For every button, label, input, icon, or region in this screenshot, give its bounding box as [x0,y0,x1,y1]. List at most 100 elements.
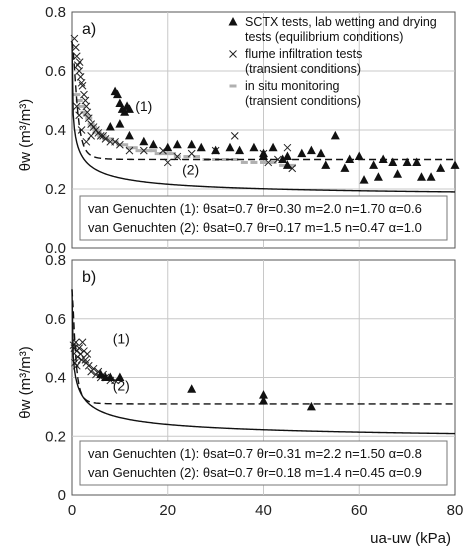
cross-point [125,146,134,155]
cross-point [101,134,110,143]
cross-point [87,132,96,140]
dash-point [269,160,277,164]
cross-stroke [229,50,237,58]
cross-stroke [81,356,90,364]
x-tick-label: 60 [351,502,368,519]
dash-point [192,155,200,159]
panel-b: 0 0.2 0.4 0.6 0.8 0 20 40 60 80 θw (m³/m³) b) (1) (2)… [17,252,463,547]
triangle-point [330,130,340,140]
cross-point [80,90,88,99]
cross-point [96,132,105,140]
dash-point [183,155,191,159]
triangle-point [115,372,125,381]
curve-label: (2) [113,378,130,394]
cross-point [111,137,119,146]
cross-point [116,140,124,149]
triangle-point [345,154,355,163]
y-tick-label: 0 [58,487,66,504]
triangle-point [282,160,292,169]
dash-point [106,137,114,141]
y-tick-label: 0.8 [45,4,66,21]
x-tick-label: 20 [159,502,176,519]
dash-point [75,99,83,102]
triangle-point [96,369,106,379]
triangle-point [163,142,173,152]
parameter-line: van Genuchten (1): θsat=0.7 θr=0.31 m=2.… [88,446,422,461]
dash-point [164,152,172,156]
cross-stroke [94,367,103,376]
triangle-point [259,151,268,161]
dash-point [135,149,143,153]
dash-point [145,149,153,153]
cross-point [82,137,91,146]
cross-stroke [70,34,79,43]
dash-point [130,146,138,150]
triangle-point [354,151,364,161]
cross-point [72,102,81,111]
cross-stroke [87,132,96,140]
triangle-point [259,390,268,399]
legend-label: tests (equilibrium conditions) [245,30,403,44]
cross-point [83,108,92,117]
van-genuchten-curve-1 [71,41,455,161]
y-tick-label: 0.2 [45,181,66,198]
legend-cross-icon [229,50,237,58]
cross-point [84,361,93,370]
cross-stroke [71,43,80,52]
cross-stroke [82,137,91,146]
dash-point [260,160,267,164]
cross-stroke [72,102,81,111]
dash-point [73,93,81,97]
cross-point [187,149,196,158]
curve-label: (2) [182,161,199,177]
dash-point [121,143,129,147]
cross-stroke [111,137,119,146]
y-tick-label: 0.4 [45,370,66,387]
triangle-point [112,89,122,99]
triangle-point [402,157,412,166]
cross-point [71,43,80,52]
parameter-line: van Genuchten (2): θsat=0.7 θr=0.17 m=1.… [88,220,422,235]
triangle-point [249,142,259,152]
triangle-point [373,172,383,181]
dash-point [231,158,239,161]
parameter-box [79,440,448,486]
cross-stroke [89,364,98,373]
legend-label: flume infiltration tests [245,47,362,61]
curve-label: (1) [135,98,152,114]
triangle-point [115,119,125,128]
parameter-box [79,195,448,241]
triangle-point [412,157,422,166]
y-tick-label: 0.6 [45,63,66,80]
panel-label: b) [82,269,96,286]
triangle-point [124,104,134,113]
y-tick-label: 0.8 [45,252,66,269]
triangle-point [105,372,115,381]
legend-triangle-icon [228,17,238,26]
cross-stroke [78,81,87,90]
cross-stroke [83,350,92,358]
y-tick-label: 0.0 [45,240,66,257]
dash-point [149,149,157,153]
triangle-point [196,142,206,152]
triangle-point [436,163,446,172]
triangle-point [306,145,316,155]
cross-point [75,111,84,120]
triangle-point [393,169,403,178]
legend-label: SCTX tests, lab wetting and drying [245,15,437,29]
cross-stroke [101,134,110,143]
parameter-line: van Genuchten (1): θsat=0.7 θr=0.30 m=2.… [88,201,422,216]
triangle-point [369,160,379,169]
dash-point [279,163,287,167]
cross-stroke [116,140,124,149]
y-axis-label: θw (m³/m³) [17,99,34,171]
legend-label: in situ monitoring [245,79,340,93]
cross-point [81,356,90,364]
cross-point [77,126,86,134]
cross-point [83,350,92,358]
panel-a: 0.0 0.2 0.4 0.6 0.8 θw (m³/m³) a) (1) (2) van Gen… [17,4,460,257]
triangle-point [450,160,460,169]
dash-point [154,152,162,156]
triangle-point [187,384,197,393]
